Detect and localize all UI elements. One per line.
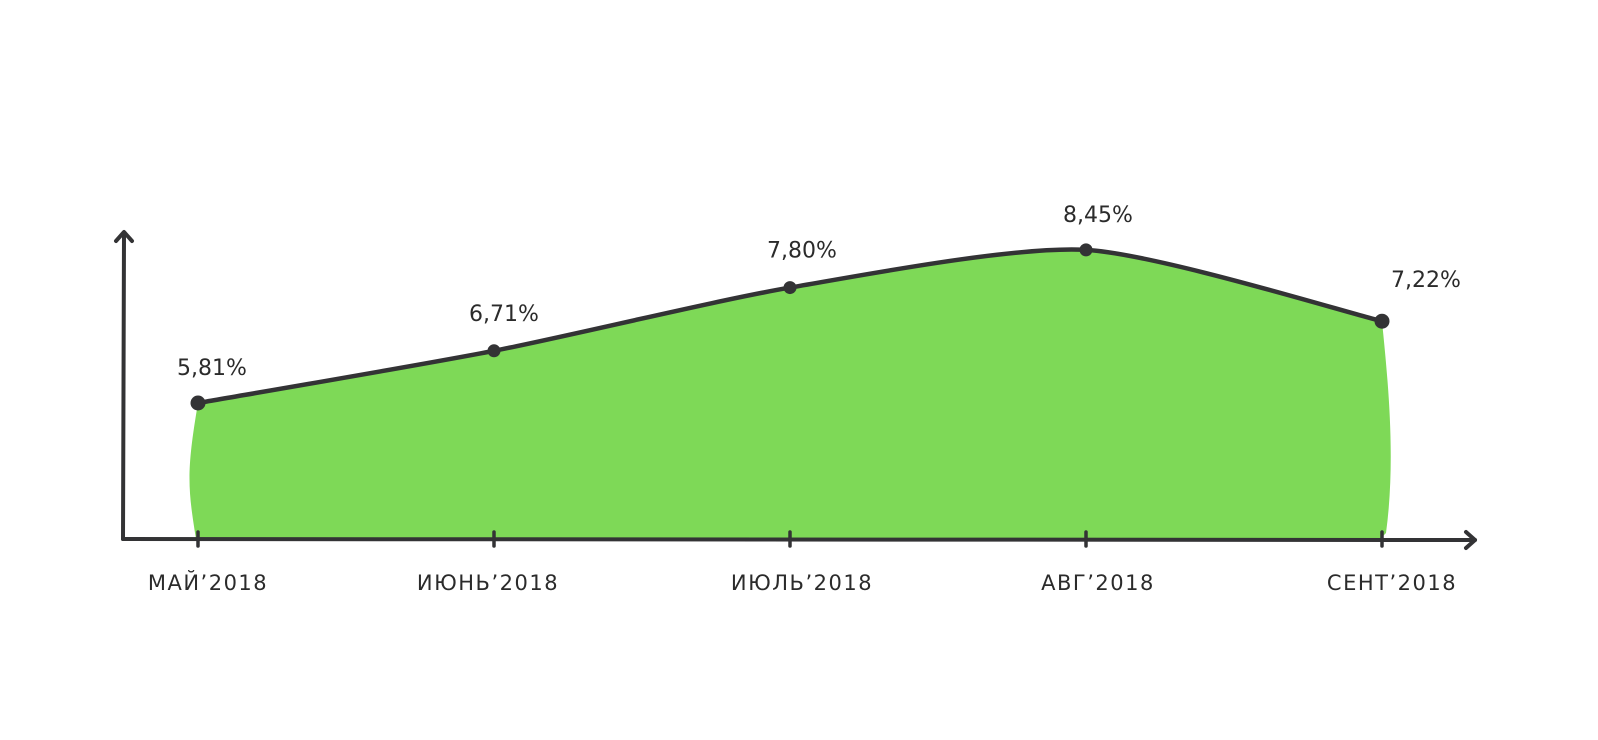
data-point <box>1374 313 1390 329</box>
x-axis-ticks <box>196 530 1384 548</box>
x-axis-arrow-icon <box>1464 530 1477 550</box>
area-fill <box>189 249 1391 540</box>
data-points <box>190 243 1390 411</box>
x-axis <box>121 537 1477 542</box>
y-axis-arrow-icon <box>114 230 134 243</box>
data-label: 6,71% <box>469 302 539 327</box>
data-label: 7,80% <box>767 239 837 264</box>
x-tick-label: МАЙ’2018 <box>148 570 268 595</box>
data-point <box>487 344 501 358</box>
data-labels: 5,81% 6,71% 7,80% 8,45% 7,22% <box>177 203 1461 381</box>
data-label: 5,81% <box>177 356 247 381</box>
data-point <box>190 395 206 411</box>
data-point <box>783 281 797 295</box>
x-tick-label: ИЮЛЬ’2018 <box>731 571 873 595</box>
x-tick-label: АВГ’2018 <box>1041 571 1155 595</box>
x-tick-label: ИЮНЬ’2018 <box>417 571 559 595</box>
data-label: 8,45% <box>1063 203 1133 228</box>
x-tick-labels: МАЙ’2018 ИЮНЬ’2018 ИЮЛЬ’2018 АВГ’2018 СЕНТ’2… <box>148 570 1457 595</box>
x-tick-label: СЕНТ’2018 <box>1327 571 1457 595</box>
data-point <box>1079 243 1093 257</box>
data-label: 7,22% <box>1391 268 1461 293</box>
y-axis <box>121 232 126 541</box>
